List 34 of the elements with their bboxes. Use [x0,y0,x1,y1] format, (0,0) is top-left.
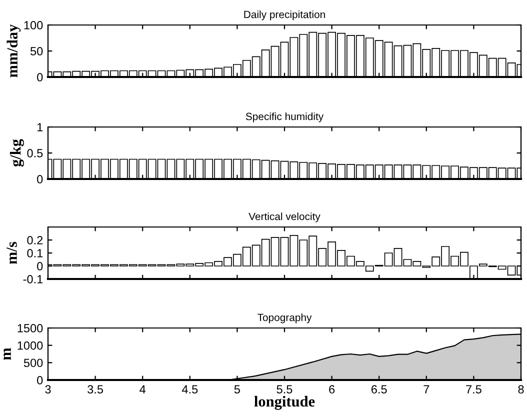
x-tick-label: 5.5 [276,385,292,394]
x-axis-title: longitude [254,396,315,410]
y-tick-label: 100 [24,21,43,30]
y-tick-label: 0.5 [27,149,43,158]
y-tick-label: 0 [37,175,43,184]
chart-title: Vertical velocity [248,212,320,222]
y-tick-label: 0.1 [27,249,43,258]
x-tick-label: 4 [140,385,146,394]
x-tick-label: 8 [518,385,524,394]
y-axis-title: m [4,348,11,360]
x-tick-label: 6 [329,385,335,394]
y-tick-label: 1500 [18,324,43,332]
x-tick-label: 7 [424,385,430,394]
chart-title: Daily precipitation [244,10,325,20]
x-tick-label: 3.5 [88,385,104,394]
x-tick-label: 7.5 [466,385,482,394]
y-tick-label: 1 [37,123,43,132]
chart-title: Specific humidity [246,112,324,122]
y-axis-title: mm/day [6,24,21,78]
y-tick-label: 0 [37,262,43,270]
chart-title: Topography [258,314,312,324]
y-axis-title: m/s [6,242,17,264]
x-tick-label: 6.5 [371,385,387,394]
x-tick-label: 3 [45,385,51,394]
x-tick-label: 4.5 [182,385,198,394]
y-tick-label: 0 [37,376,43,384]
y-tick-label: 0.2 [27,236,43,244]
y-axis-title: g/kg [10,139,24,167]
y-tick-label: 1000 [18,341,43,350]
y-tick-label: -0.1 [23,275,43,284]
y-tick-label: 500 [24,358,43,368]
y-tick-label: 50 [30,47,43,56]
y-tick-label: 0 [37,73,43,82]
x-tick-label: 5 [234,385,240,394]
